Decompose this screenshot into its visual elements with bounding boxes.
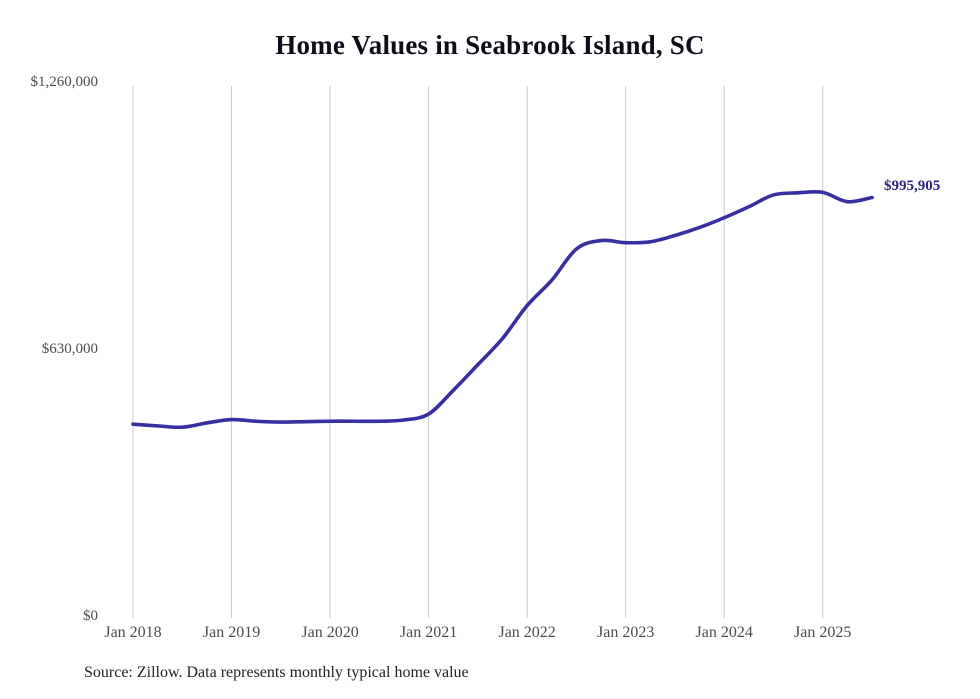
- x-axis: Jan 2018 Jan 2019 Jan 2020 Jan 2021 Jan 2022…: [0, 624, 980, 650]
- data-line: [131, 189, 874, 430]
- x-tick-label-2020: Jan 2020: [301, 624, 359, 641]
- y-tick-label-top: $1,260,000: [30, 74, 99, 90]
- x-tick-label-2025: Jan 2025: [794, 624, 852, 641]
- x-tick-label-2021: Jan 2021: [399, 624, 458, 641]
- y-axis: $1,260,000 $630,000 $0: [0, 0, 99, 699]
- x-tick-label-2023: Jan 2023: [596, 624, 655, 641]
- page-title: Home Values in Seabrook Island, SC: [275, 30, 705, 60]
- end-value-annotation: $995,905: [884, 178, 941, 194]
- y-tick-label-zero: $0: [83, 608, 98, 624]
- gridlines-group: [132, 86, 824, 618]
- source-note: Source: Zillow. Data represents monthly …: [84, 664, 469, 681]
- data-series-group: [131, 189, 874, 430]
- x-tick-label-2024: Jan 2024: [695, 624, 753, 641]
- x-tick-label-2018: Jan 2018: [104, 624, 162, 641]
- x-tick-label-2019: Jan 2019: [202, 624, 261, 641]
- x-tick-label-2022: Jan 2022: [498, 624, 556, 641]
- y-tick-label-mid: $630,000: [41, 341, 98, 357]
